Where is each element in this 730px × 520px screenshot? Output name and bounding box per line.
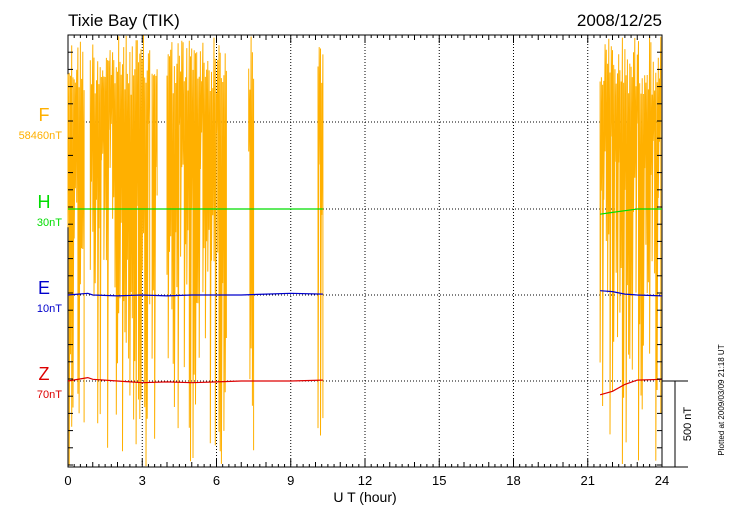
series-layer xyxy=(67,35,663,467)
channel-baseline-E: 10nT xyxy=(37,303,62,315)
series-Z-line xyxy=(67,376,663,396)
channel-name-Z: Z xyxy=(39,364,50,384)
scale-bar-label: 500 nT xyxy=(682,407,694,442)
channel-baseline-Z: 70nT xyxy=(37,389,62,401)
series-F-segment xyxy=(317,47,324,436)
x-axis-label: U T (hour) xyxy=(333,489,396,505)
channel-name-E: E xyxy=(38,278,50,298)
channel-labels: F 58460nT H 30nT E 10nT Z 70nT xyxy=(19,105,63,401)
x-tick-label: 6 xyxy=(213,473,220,488)
x-tick-label: 18 xyxy=(506,473,520,488)
x-tick-label: 12 xyxy=(358,473,372,488)
x-tick-label: 15 xyxy=(432,473,446,488)
x-tick-label: 24 xyxy=(655,473,669,488)
x-tick-label: 21 xyxy=(581,473,595,488)
series-H-line xyxy=(68,208,662,215)
station-title: Tixie Bay (TIK) xyxy=(68,11,180,30)
series-F-segment xyxy=(248,36,255,451)
x-tick-label: 3 xyxy=(139,473,146,488)
channel-name-H: H xyxy=(38,192,51,212)
series-F-segment xyxy=(89,35,151,467)
series-F-segment xyxy=(67,41,85,466)
scale-bar: 500 nT xyxy=(662,380,694,468)
plotted-at-note: Plotted at 2009/03/09 21:18 UT xyxy=(717,344,726,455)
ticks: 0 3 6 9 12 15 18 21 24 xyxy=(64,34,669,488)
date-label: 2008/12/25 xyxy=(577,11,662,30)
series-E-line xyxy=(67,290,663,297)
series-F-segment xyxy=(151,69,158,439)
x-tick-label: 0 xyxy=(64,473,71,488)
series-F-segment xyxy=(166,37,227,464)
channel-baseline-F: 58460nT xyxy=(19,130,63,142)
series-F-segment xyxy=(599,36,662,465)
x-tick-label: 9 xyxy=(287,473,294,488)
channel-name-F: F xyxy=(39,105,50,125)
channel-baseline-H: 30nT xyxy=(37,217,62,229)
